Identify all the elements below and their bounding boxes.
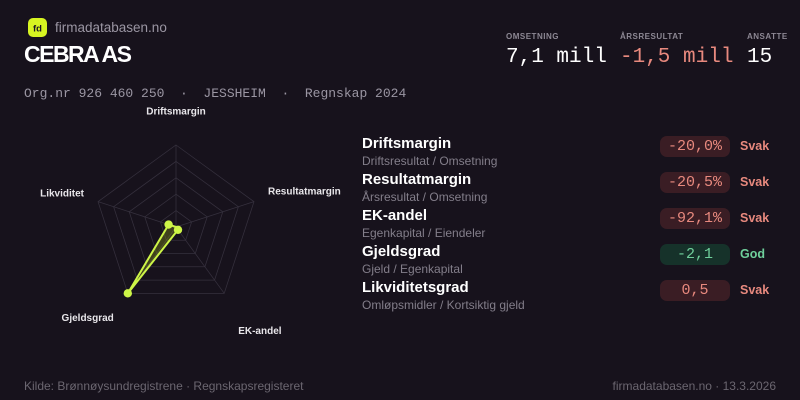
svg-text:EK-andel: EK-andel xyxy=(238,326,282,337)
svg-text:Gjeldsgrad: Gjeldsgrad xyxy=(62,313,114,324)
svg-text:fd: fd xyxy=(33,24,42,35)
svg-text:Resultatmargin: Resultatmargin xyxy=(268,186,341,197)
svg-text:Likviditet: Likviditet xyxy=(40,188,85,199)
svg-text:Driftsmargin: Driftsmargin xyxy=(146,107,205,118)
